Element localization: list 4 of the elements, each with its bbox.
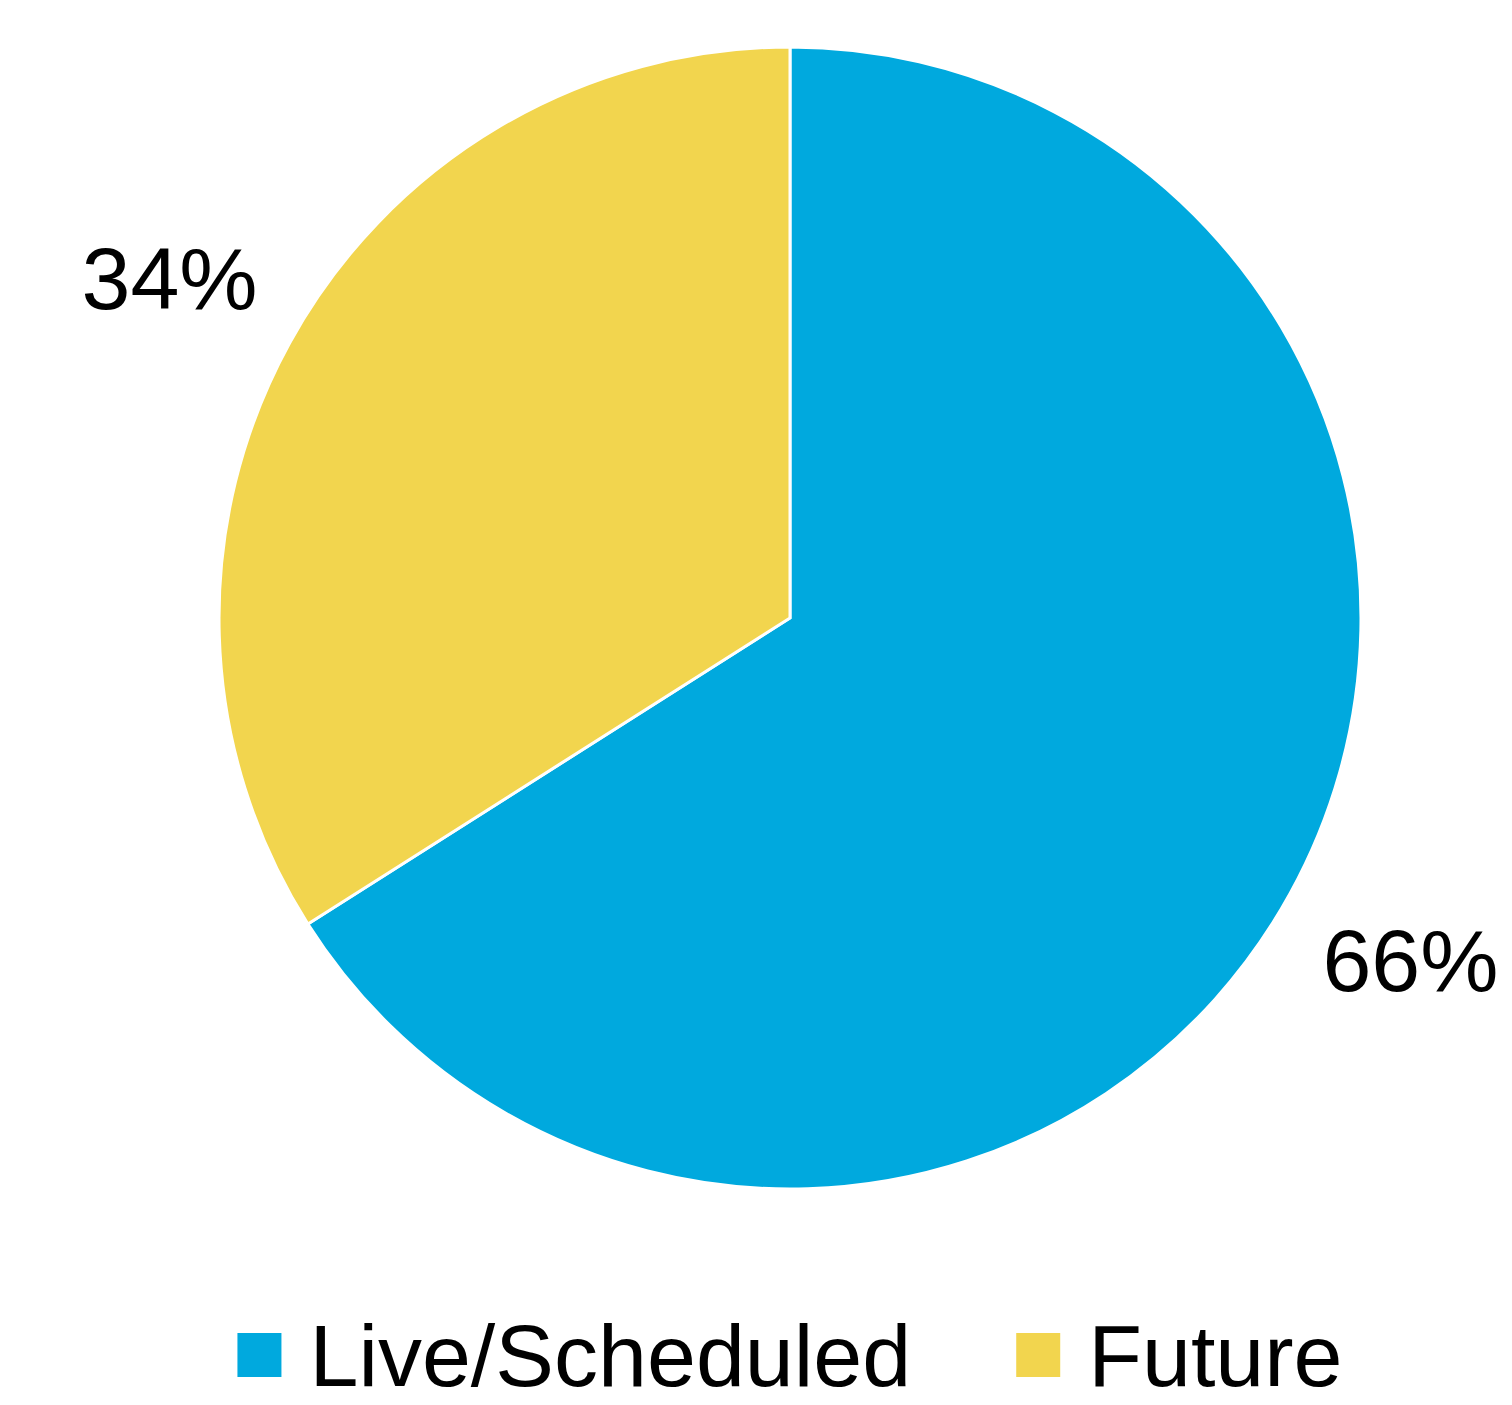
- data-label: 66%: [1322, 910, 1499, 1010]
- legend-label: Live/Scheduled: [309, 1305, 912, 1405]
- data-label: 34%: [81, 228, 258, 328]
- legend-label: Future: [1088, 1305, 1343, 1405]
